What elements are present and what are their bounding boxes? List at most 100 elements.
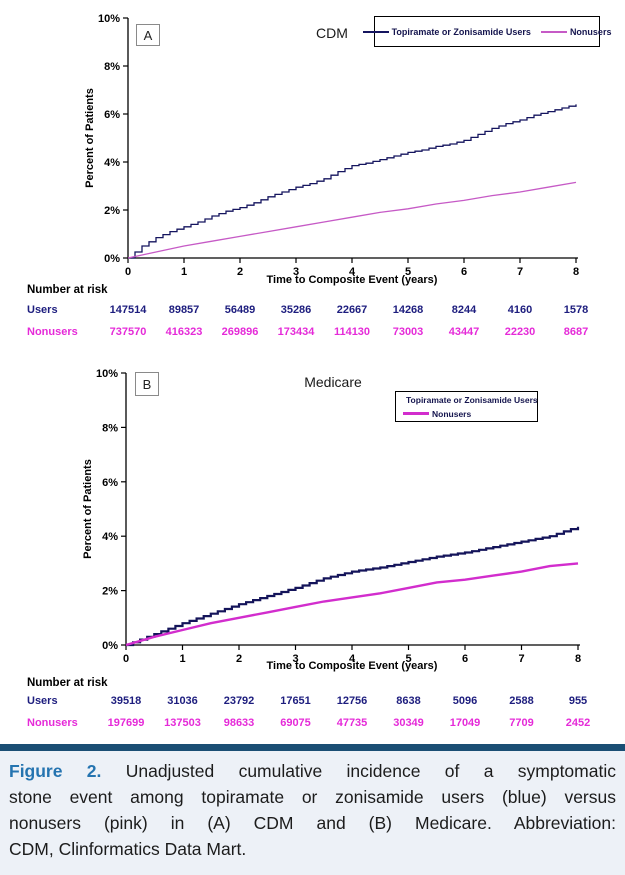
nonusers-curve (127, 181, 577, 259)
x-tick-label: 6 (462, 653, 468, 665)
risk-heading: Number at risk (27, 284, 108, 296)
risk-value: 39518 (110, 695, 142, 707)
risk-value: 114130 (333, 326, 371, 338)
risk-value: 43447 (448, 326, 480, 338)
x-tick-label: 2 (237, 266, 243, 278)
x-tick-label: 8 (575, 653, 581, 665)
y-tick-label: 0% (102, 640, 118, 652)
x-tick-label: 5 (405, 266, 411, 278)
risk-value: 35286 (280, 304, 312, 316)
risk-row-label: Users (27, 695, 58, 707)
x-tick-label: 5 (405, 653, 411, 665)
cdm-chart: 0% 2% 4% 6% 8% 10% 0 1 2 3 4 5 6 7 8 (98, 13, 579, 278)
users-line-swatch (362, 30, 389, 33)
risk-value: 30349 (393, 717, 424, 729)
legend-nonusers-label: Nonusers (569, 26, 612, 37)
risk-value: 8687 (563, 326, 589, 338)
caption-line: Figure 2. Unadjusted cumulative incidenc… (9, 758, 616, 784)
x-tick-label: 8 (573, 266, 579, 278)
x-tick-label: 7 (518, 653, 524, 665)
y-tick-label: 8% (102, 422, 118, 434)
users-curve (126, 526, 580, 647)
medicare-risk-table: Number at risk Users 39518 31036 23792 17651… (0, 674, 625, 736)
panel-b-ylabel: Percent of Patients (82, 459, 94, 559)
caption-line: nonusers (pink) in (A) CDM and (B) Medic… (9, 813, 616, 833)
nonusers-curve (125, 562, 579, 647)
risk-value: 5096 (452, 695, 478, 707)
panel-a-xlabel: Time to Composite Event (years) (266, 274, 438, 286)
caption-line: stone event among topiramate or zonisami… (9, 787, 616, 807)
risk-value: 22667 (336, 304, 368, 316)
risk-value: 8244 (451, 304, 477, 316)
figure-caption: Figure 2. Unadjusted cumulative incidenc… (0, 744, 625, 875)
risk-value: 17651 (280, 695, 311, 707)
risk-value: 22230 (504, 326, 536, 338)
risk-value: 737570 (109, 326, 147, 338)
y-tick-label: 8% (104, 61, 120, 73)
risk-value: 4160 (507, 304, 533, 316)
risk-row-label: Users (27, 304, 58, 316)
medicare-chart: 0% 2% 4% 6% 8% 10% 0 1 2 3 4 5 6 7 8 (96, 368, 581, 665)
x-tick-label: 7 (517, 266, 523, 278)
y-tick-label: 2% (104, 205, 120, 217)
nonusers-line-swatch (540, 30, 567, 33)
x-tick-label: 1 (181, 266, 187, 278)
x-tick-label: 2 (236, 653, 242, 665)
legend-item-users: Topiramate or Zonisamide Users (403, 394, 538, 405)
panel-a-letter: A (136, 24, 160, 46)
legend-nonusers-label: Nonusers (432, 408, 472, 419)
risk-value: 17049 (449, 717, 481, 729)
risk-value: 173434 (277, 326, 315, 338)
y-tick-label: 4% (102, 531, 118, 543)
risk-value: 73003 (392, 326, 424, 338)
risk-value: 56489 (224, 304, 256, 316)
x-tick-label: 3 (293, 266, 299, 278)
panel-b-xlabel: Time to Composite Event (years) (266, 660, 438, 672)
x-tick-label: 4 (349, 653, 356, 665)
y-tick-label: 2% (102, 586, 118, 598)
risk-value: 31036 (167, 695, 198, 707)
panel-b-legend: Topiramate or Zonisamide Users Nonusers (395, 391, 538, 422)
risk-value: 12756 (336, 695, 368, 707)
risk-value: 2452 (565, 717, 591, 729)
x-tick-label: 0 (125, 266, 131, 278)
risk-value: 147514 (109, 304, 147, 316)
risk-value: 137503 (164, 717, 201, 729)
panel-b-title: Medicare (304, 374, 362, 390)
panel-b-letter: B (135, 372, 159, 396)
cdm-risk-table: Number at risk Users 147514 89857 56489 3528… (0, 281, 625, 343)
panel-a-title: CDM (316, 25, 348, 41)
figure-label: Figure 2. (9, 761, 102, 781)
x-tick-label: 3 (292, 653, 298, 665)
risk-value: 69075 (280, 717, 311, 729)
legend-users-label: Topiramate or Zonisamide Users (391, 26, 531, 37)
panel-a-legend: Topiramate or Zonisamide Users Nonusers (362, 16, 611, 47)
y-tick-label: 10% (96, 368, 118, 380)
legend-item-nonusers: Nonusers (540, 26, 612, 37)
legend-users-label: Topiramate or Zonisamide Users (406, 394, 538, 405)
risk-value: 23792 (223, 695, 255, 707)
risk-value: 8638 (396, 695, 421, 707)
risk-value: 1578 (563, 304, 589, 316)
y-tick-label: 6% (102, 477, 118, 489)
x-tick-label: 6 (461, 266, 467, 278)
x-tick-label: 4 (349, 266, 356, 278)
caption-body: Figure 2. Unadjusted cumulative incidenc… (0, 751, 625, 875)
risk-value: 416323 (165, 326, 203, 338)
risk-value: 47735 (336, 717, 368, 729)
y-tick-label: 0% (104, 253, 120, 265)
risk-value: 2588 (509, 695, 534, 707)
risk-row-label: Nonusers (27, 326, 78, 338)
risk-value: 89857 (168, 304, 200, 316)
caption-text: Unadjusted cumulative incidence of a sym… (125, 761, 616, 781)
users-curve (128, 104, 577, 259)
risk-row-label: Nonusers (27, 717, 78, 729)
legend-item-nonusers: Nonusers (403, 409, 537, 419)
y-tick-label: 6% (104, 109, 120, 121)
y-tick-label: 10% (98, 13, 120, 25)
x-tick-label: 0 (123, 653, 129, 665)
risk-heading: Number at risk (27, 677, 108, 689)
nonusers-line-swatch (403, 412, 429, 415)
caption-line: CDM, Clinformatics Data Mart. (9, 839, 247, 859)
